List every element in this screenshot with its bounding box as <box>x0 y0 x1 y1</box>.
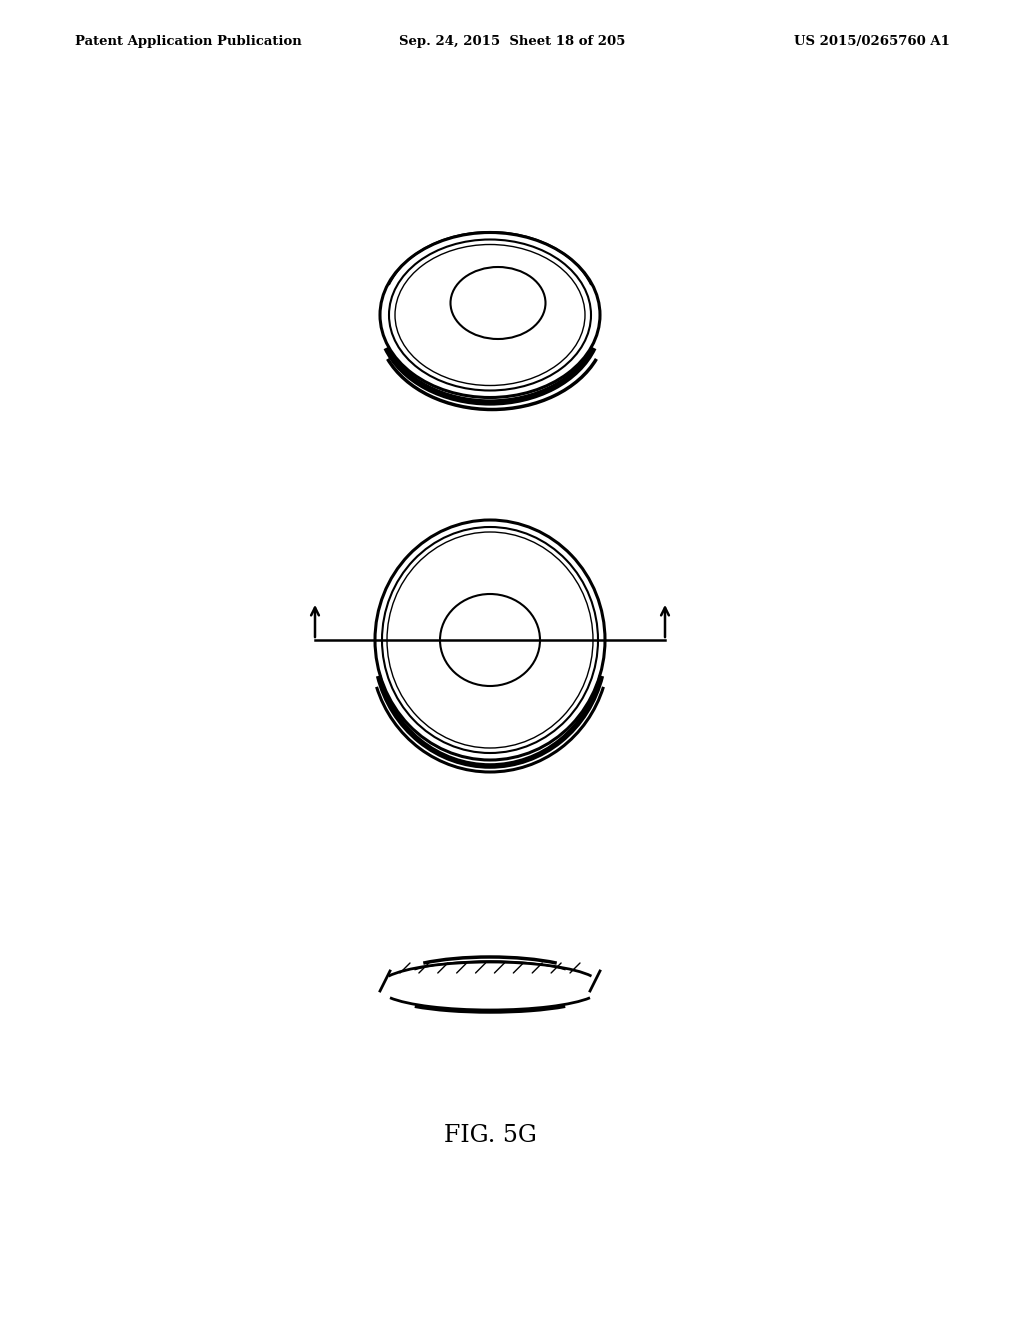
Text: Patent Application Publication: Patent Application Publication <box>75 36 302 48</box>
Text: FIG. 5G: FIG. 5G <box>443 1123 537 1147</box>
Text: Sep. 24, 2015  Sheet 18 of 205: Sep. 24, 2015 Sheet 18 of 205 <box>398 36 626 48</box>
Text: US 2015/0265760 A1: US 2015/0265760 A1 <box>795 36 950 48</box>
